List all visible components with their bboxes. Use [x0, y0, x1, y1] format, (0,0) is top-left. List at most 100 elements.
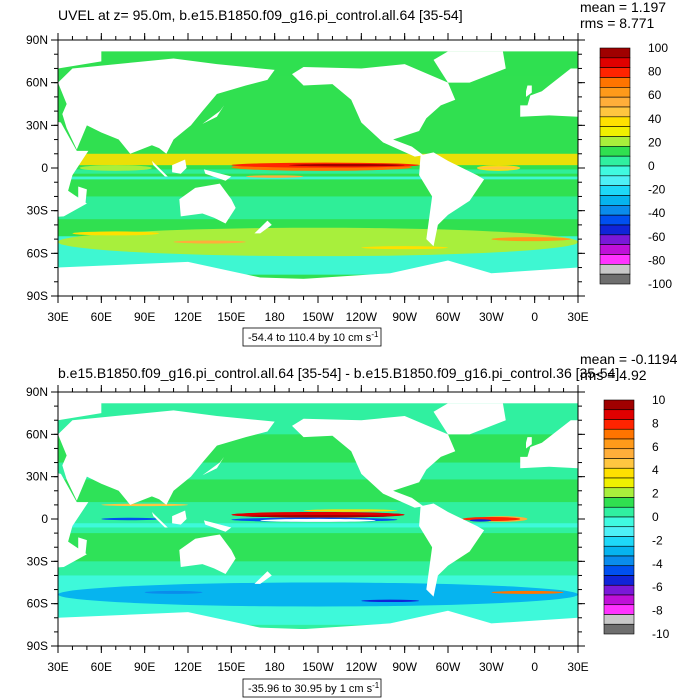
land-mass [172, 510, 187, 525]
colorbar-cell [603, 467, 635, 479]
x-tick-label: 30W [479, 310, 504, 324]
colorbar-cell [599, 244, 631, 255]
colorbar-label: 80 [648, 65, 662, 79]
x-tick-label: 0 [531, 310, 538, 324]
land-mass [78, 186, 87, 204]
land-mass [151, 160, 168, 177]
field-streak [491, 590, 564, 594]
x-tick-label: 120E [174, 660, 202, 674]
field-band [58, 153, 578, 166]
land-mass [292, 64, 456, 157]
colorbar-cell [603, 516, 635, 528]
colorbar-cell [599, 57, 631, 68]
field-streak [361, 599, 420, 603]
field-streak [101, 517, 160, 521]
range-note: -54.4 to 110.4 by 10 cm s-1 [242, 327, 382, 347]
rms-value: rms = 8.771 [580, 15, 655, 31]
x-tick-label: 0 [531, 660, 538, 674]
y-tick-label: 60N [26, 427, 48, 441]
colorbar-cell [603, 526, 635, 537]
colorbar-cell [599, 165, 631, 177]
colorbar-cell [603, 497, 635, 508]
land-mass [433, 51, 506, 83]
field-streak [245, 175, 304, 178]
colorbar-label: -2 [652, 533, 663, 547]
range-note-sup: -1 [371, 330, 379, 339]
field-streak [144, 590, 203, 594]
land-mass [179, 183, 236, 224]
x-tick-label: 120E [174, 310, 202, 324]
field-streak [469, 519, 492, 522]
colorbar-label: -20 [648, 183, 666, 197]
land-mass [254, 220, 272, 234]
field-band [58, 196, 578, 220]
colorbar-cell [603, 623, 635, 635]
field-streak [289, 163, 405, 167]
rms-value: rms = 4.92 [580, 367, 647, 383]
colorbar-label: -100 [648, 277, 672, 291]
feature-mark [79, 165, 152, 171]
land-mass [419, 152, 485, 247]
y-tick-label: 30S [27, 554, 48, 568]
x-tick-label: 90W [392, 310, 417, 324]
colorbar-cell [603, 419, 635, 430]
land-mass [58, 40, 578, 48]
colorbar-cell [599, 146, 631, 157]
colorbar-cell [599, 155, 631, 167]
land-mass [203, 169, 232, 181]
x-tick-label: 120W [346, 660, 378, 674]
range-note-box [242, 678, 382, 698]
colorbar-label: 4 [652, 463, 659, 477]
x-tick-label: 90E [134, 310, 155, 324]
colorbar-label: 0 [652, 510, 659, 524]
range-note-sup: -1 [372, 681, 380, 690]
colorbar-cell [599, 126, 631, 137]
colorbar-cell [603, 565, 635, 576]
range-note: -35.96 to 30.95 by 1 cm s-1 [242, 678, 382, 698]
chart-title: UVEL at z= 95.0m, b.e15.B1850.f09_g16.pi… [58, 7, 463, 23]
land-mass [58, 47, 102, 69]
x-tick-label: 30E [47, 660, 68, 674]
range-note-text: -35.96 to 30.95 by 1 cm s-1 [248, 681, 380, 695]
land-mass [58, 58, 275, 154]
x-tick-label: 60W [436, 310, 461, 324]
field-streak [72, 231, 160, 236]
colorbar-cell [603, 487, 635, 498]
colorbar-label: 8 [652, 416, 659, 430]
colorbar-label: -6 [652, 580, 663, 594]
range-note-text: -54.4 to 110.4 by 10 cm s-1 [248, 330, 379, 344]
colorbar-cell [599, 175, 631, 186]
x-tick-label: 90E [134, 660, 155, 674]
x-tick-label: 30E [567, 310, 588, 324]
field-streak [491, 237, 571, 242]
x-tick-label: 60E [91, 310, 112, 324]
land-mass [419, 503, 485, 597]
colorbar-cell [603, 604, 635, 615]
colorbar-label: 40 [648, 112, 662, 126]
land-mass [520, 420, 578, 469]
field-band [58, 479, 578, 503]
colorbar-label: 2 [652, 487, 659, 501]
land-mass [526, 85, 532, 97]
land-mass [58, 260, 578, 296]
land-mass [203, 520, 232, 532]
y-tick-label: 30S [27, 204, 48, 218]
colorbar-cell [599, 273, 631, 285]
colorbar-cell [603, 545, 635, 557]
colorbar-cell [603, 506, 635, 518]
field-streak [245, 514, 391, 518]
colorbar-label: 60 [648, 88, 662, 102]
colorbar-cell [603, 575, 635, 586]
colorbar-cell [599, 87, 631, 98]
colorbar-label: -80 [648, 253, 666, 267]
colorbar-cell [603, 477, 635, 489]
range-note-box [242, 327, 382, 347]
colorbar-label: 20 [648, 135, 662, 149]
feature-mark [58, 582, 578, 607]
x-tick-label: 120W [346, 310, 378, 324]
y-tick-label: 90S [27, 639, 48, 653]
y-tick-label: 0 [41, 512, 48, 526]
colorbar-cell [599, 47, 631, 59]
mean-value: mean = -0.1194 [580, 351, 678, 367]
